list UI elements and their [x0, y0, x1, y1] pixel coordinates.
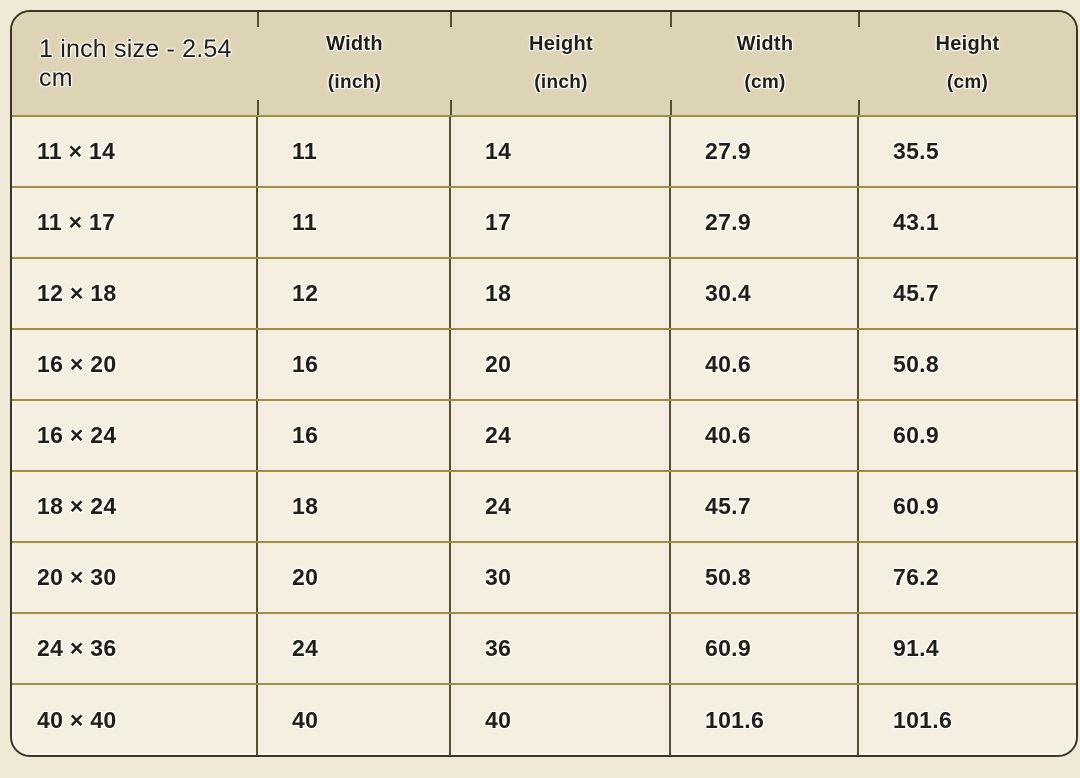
width-cm-cell: 27.9: [671, 117, 859, 186]
size-cell: 20 × 30: [12, 543, 258, 612]
table-row: 40 × 40 40 40 101.6 101.6: [12, 685, 1076, 755]
col-header-height-inch: Height (inch): [450, 12, 671, 115]
width-inch-cell: 16: [258, 330, 451, 399]
table-body: 11 × 14 11 14 27.9 35.5 11 × 17 11 17 27…: [12, 117, 1076, 755]
table-title-cell: 1 inch size - 2.54 cm: [39, 34, 232, 92]
col-header-width-inch: Width (inch): [257, 12, 451, 115]
size-conversion-table: 1 inch size - 2.54 cm Width (inch) Heigh…: [10, 10, 1078, 757]
height-cm-cell: 35.5: [893, 138, 939, 164]
size-cell: 16 × 24: [12, 401, 258, 470]
height-inch-cell: 24: [451, 401, 671, 470]
height-inch-cell: 24: [451, 472, 671, 541]
width-cm-cell: 40.6: [671, 401, 859, 470]
width-cm-cell: 40.6: [671, 330, 859, 399]
width-cm-cell: 45.7: [671, 472, 859, 541]
height-cm-cell: 60.9: [893, 493, 939, 519]
size-cell: 18 × 24: [12, 472, 258, 541]
height-inch-cell: 36: [451, 614, 671, 683]
table-row: 11 × 17 11 17 27.9 43.1: [12, 188, 1076, 259]
width-inch-cell: 20: [258, 543, 451, 612]
height-inch-cell: 17: [451, 188, 671, 257]
size-cell: 11 × 17: [12, 188, 258, 257]
height-inch-cell: 20: [451, 330, 671, 399]
table-row: 12 × 18 12 18 30.4 45.7: [12, 259, 1076, 330]
size-cell: 16 × 20: [12, 330, 258, 399]
width-inch-cell: 11: [258, 117, 451, 186]
col-header-unit: (inch): [534, 72, 588, 93]
col-header-label: Height: [528, 33, 594, 55]
col-header-unit: (inch): [327, 72, 382, 93]
height-cm-cell: 101.6: [893, 707, 953, 733]
col-header-label: Width: [736, 33, 794, 55]
col-header-width-cm: Width (cm): [670, 12, 859, 115]
col-header-label: Width: [326, 33, 383, 55]
size-cell: 40 × 40: [12, 685, 258, 755]
col-header-unit: (cm): [744, 72, 786, 93]
height-cm-cell: 60.9: [893, 422, 939, 448]
table-row: 16 × 24 16 24 40.6 60.9: [12, 401, 1076, 472]
col-header-label: Height: [935, 33, 1000, 55]
width-cm-cell: 60.9: [671, 614, 859, 683]
width-inch-cell: 12: [258, 259, 451, 328]
col-header-height-cm: Height (cm): [858, 12, 1076, 115]
table-header-row: 1 inch size - 2.54 cm Width (inch) Heigh…: [12, 12, 1076, 117]
width-cm-cell: 50.8: [671, 543, 859, 612]
height-inch-cell: 30: [451, 543, 671, 612]
width-inch-cell: 11: [258, 188, 451, 257]
size-cell: 11 × 14: [12, 117, 258, 186]
height-cm-cell: 45.7: [893, 280, 939, 306]
table-row: 11 × 14 11 14 27.9 35.5: [12, 117, 1076, 188]
width-inch-cell: 18: [258, 472, 451, 541]
height-inch-cell: 40: [451, 685, 671, 755]
height-cm-cell: 76.2: [893, 564, 939, 590]
height-cm-cell: 50.8: [893, 351, 939, 377]
width-inch-cell: 40: [258, 685, 451, 755]
width-cm-cell: 27.9: [671, 188, 859, 257]
table-row: 20 × 30 20 30 50.8 76.2: [12, 543, 1076, 614]
width-cm-cell: 30.4: [671, 259, 859, 328]
height-inch-cell: 18: [451, 259, 671, 328]
size-cell: 12 × 18: [12, 259, 258, 328]
height-inch-cell: 14: [451, 117, 671, 186]
table-row: 18 × 24 18 24 45.7 60.9: [12, 472, 1076, 543]
height-cm-cell: 91.4: [893, 635, 939, 661]
table-row: 24 × 36 24 36 60.9 91.4: [12, 614, 1076, 685]
height-cm-cell: 43.1: [893, 209, 939, 235]
width-inch-cell: 16: [258, 401, 451, 470]
size-cell: 24 × 36: [12, 614, 258, 683]
width-cm-cell: 101.6: [671, 685, 859, 755]
table-row: 16 × 20 16 20 40.6 50.8: [12, 330, 1076, 401]
width-inch-cell: 24: [258, 614, 451, 683]
col-header-unit: (cm): [946, 72, 989, 93]
